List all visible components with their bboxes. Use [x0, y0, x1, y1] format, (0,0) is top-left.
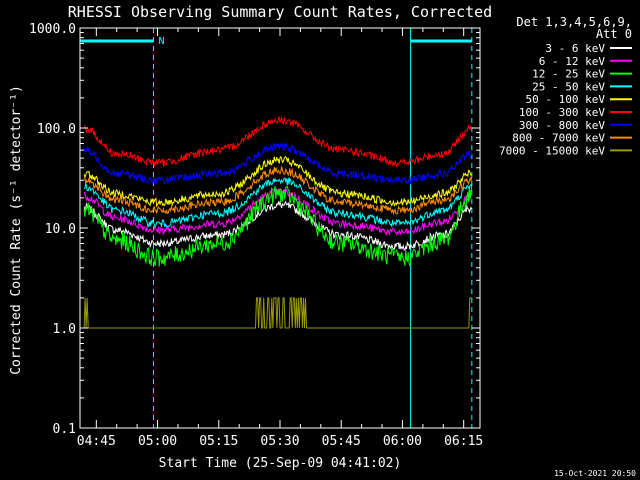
series-5 — [84, 116, 473, 168]
x-tick-label-5: 06:00 — [383, 434, 422, 449]
x-tick-label-3: 05:30 — [260, 434, 299, 449]
series-7 — [83, 166, 473, 216]
y-tick-label-1: 100.0 — [37, 122, 76, 137]
night-annotation-0: N — [158, 36, 164, 47]
legend-label-3: 25 - 50 keV — [532, 80, 605, 93]
x-tick-label-1: 05:00 — [138, 434, 177, 449]
legend-label-8: 7000 - 15000 keV — [499, 144, 605, 157]
y-tick-label-2: 10.0 — [45, 222, 76, 237]
legend-header-detectors: Det 1,3,4,5,6,9, — [516, 15, 632, 29]
x-tick-label-0: 04:45 — [77, 434, 116, 449]
y-axis-label: Corrected Count Rate (s⁻¹ detector⁻¹) — [9, 85, 24, 375]
legend-label-7: 800 - 7000 keV — [512, 132, 605, 145]
x-tick-labels: 04:45 05:00 05:15 05:30 05:45 06:00 06:15 — [77, 434, 483, 449]
series-3 — [84, 176, 473, 229]
legend-label-4: 50 - 100 keV — [526, 93, 606, 106]
x-tick-label-6: 06:15 — [444, 434, 483, 449]
generation-timestamp: 15-Oct-2021 20:50 — [554, 469, 636, 478]
series-0 — [83, 200, 473, 251]
series-4 — [83, 155, 473, 208]
y-tick-label-0: 1000.0 — [29, 22, 76, 37]
legend-label-2: 12 - 25 keV — [532, 68, 605, 81]
x-tick-label-4: 05:45 — [322, 434, 361, 449]
legend-label-5: 100 - 300 keV — [519, 106, 605, 119]
y-tick-label-4: 0.1 — [53, 422, 76, 437]
legend-label-1: 6 - 12 keV — [539, 55, 606, 68]
y-tick-label-3: 1.0 — [53, 322, 76, 337]
x-axis-label: Start Time (25-Sep-09 04:41:02) — [159, 456, 402, 471]
series-8 — [83, 297, 472, 329]
x-tick-label-2: 05:15 — [199, 434, 238, 449]
axes — [79, 27, 481, 429]
legend-label-0: 3 - 6 keV — [545, 42, 605, 55]
series-6 — [83, 141, 473, 186]
legend-label-6: 300 - 800 keV — [519, 119, 605, 132]
y-tick-labels: 1000.0 100.0 10.0 1.0 0.1 — [29, 22, 76, 437]
series-2 — [83, 185, 472, 267]
legend-header-attenuator: Att 0 — [596, 27, 632, 41]
chart-title: RHESSI Observing Summary Count Rates, Co… — [68, 3, 492, 21]
series-layer — [83, 116, 473, 329]
